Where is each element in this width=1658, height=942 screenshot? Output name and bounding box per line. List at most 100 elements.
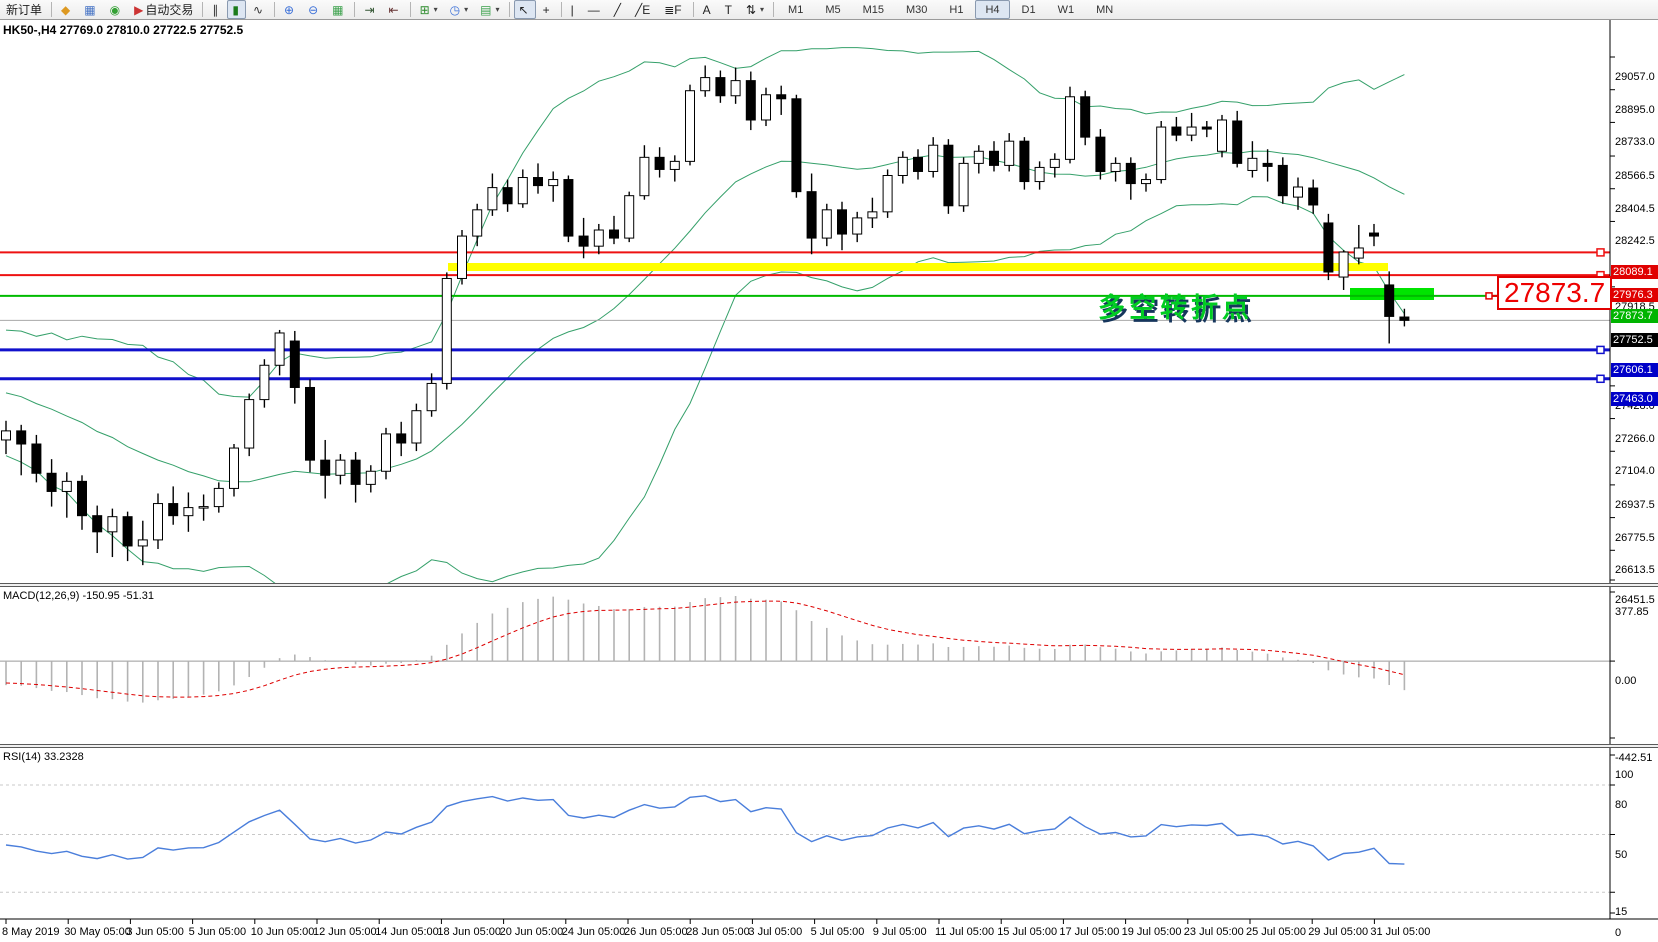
bullish-candle	[639, 156, 650, 197]
price-badge-27752.5[interactable]: 27752.5	[1611, 333, 1658, 348]
toolbar-separator	[51, 2, 53, 17]
horizontal-line-icon: ―	[587, 2, 600, 17]
indicators-button[interactable]: ⊞ ▾	[415, 0, 443, 19]
timeframe-m15[interactable]: M15	[853, 0, 894, 19]
bullish-candle	[61, 480, 72, 492]
price-badge-28089.1[interactable]: 28089.1	[1611, 265, 1658, 280]
timeframe-h4[interactable]: H4	[975, 0, 1010, 19]
time-label[interactable]: 3 Jun 05:00	[126, 926, 184, 938]
time-label[interactable]: 14 Jun 05:00	[375, 926, 439, 938]
timeframe-w1[interactable]: W1	[1048, 0, 1085, 19]
dropdown-arrow-icon[interactable]: ▾	[464, 5, 469, 14]
pivot-price-callout[interactable]: 27873.7	[1497, 276, 1613, 310]
time-label[interactable]: 8 May 2019	[2, 926, 60, 938]
bullish-candle	[973, 150, 984, 164]
fibonacci-button[interactable]: ≣F	[659, 0, 688, 19]
arrows-button[interactable]: ⇅ ▾	[741, 0, 769, 19]
candles-layer	[1, 65, 1410, 566]
dropdown-arrow-icon[interactable]: ▾	[495, 5, 500, 14]
vertical-line-icon: |	[570, 2, 574, 17]
time-label[interactable]: 10 Jun 05:00	[250, 926, 315, 938]
time-label[interactable]: 3 Jul 05:00	[748, 926, 803, 938]
templates-button[interactable]: ▤ ▾	[475, 0, 504, 19]
timeframe-h1[interactable]: H1	[939, 0, 973, 19]
timeframe-m1[interactable]: M1	[778, 0, 813, 19]
time-label[interactable]: 29 Jul 05:00	[1308, 926, 1369, 938]
time-label[interactable]: 26 Jun 05:00	[624, 926, 688, 938]
rsi-panel-splitter[interactable]	[0, 744, 1658, 748]
auto-trading-button[interactable]: ▶ 自动交易	[129, 0, 198, 19]
periods-button[interactable]: ◷ ▾	[445, 0, 474, 19]
bearish-candle	[776, 94, 787, 100]
timeframe-w1-label: W1	[1057, 3, 1075, 16]
timeframe-m30-label: M30	[906, 3, 928, 16]
cursor-button[interactable]: ↖	[513, 0, 536, 19]
time-label[interactable]: 12 Jun 05:00	[313, 926, 377, 938]
new-order-button-label: 新订单	[6, 3, 43, 17]
timeframe-mn[interactable]: MN	[1086, 0, 1123, 19]
time-label[interactable]: 11 Jul 05:00	[935, 926, 995, 938]
price-badge-27873.7[interactable]: 27873.7	[1611, 308, 1658, 323]
time-label[interactable]: 5 Jun 05:00	[188, 926, 247, 938]
time-label[interactable]: 25 Jul 05:00	[1246, 926, 1306, 938]
candlestick-button[interactable]: ▮	[227, 0, 246, 19]
vertical-line-button[interactable]: |	[566, 0, 581, 19]
crosshair-button[interactable]: +	[538, 0, 557, 19]
equidistant-channel-button[interactable]: ╱E	[630, 0, 657, 19]
time-label[interactable]: 5 Jul 05:00	[810, 926, 865, 938]
time-label[interactable]: 23 Jul 05:00	[1183, 926, 1244, 938]
chart-shift-button[interactable]: ⇤	[384, 0, 406, 19]
time-label[interactable]: 24 Jun 05:00	[561, 926, 626, 938]
bearish-candle	[533, 177, 543, 187]
dropdown-arrow-icon[interactable]: ▾	[433, 5, 438, 14]
time-label[interactable]: 31 Jul 05:00	[1370, 926, 1431, 938]
toolbar-separator	[773, 2, 775, 17]
timeframe-m5[interactable]: M5	[815, 0, 850, 19]
timeframe-d1[interactable]: D1	[1012, 0, 1046, 19]
bullish-candle	[685, 90, 695, 162]
time-label[interactable]: 18 Jun 05:00	[437, 926, 502, 938]
timeframe-m30[interactable]: M30	[896, 0, 937, 19]
chart-window-button[interactable]: ▦	[79, 0, 102, 19]
time-label[interactable]: 17 Jul 05:00	[1059, 926, 1120, 938]
bar-chart-button[interactable]: ∥	[207, 0, 225, 19]
horizontal-line-button[interactable]: ―	[583, 0, 607, 19]
price-badge-27606.1[interactable]: 27606.1	[1611, 362, 1658, 377]
time-label[interactable]: 30 May 05:00	[64, 926, 131, 938]
text-button[interactable]: A	[698, 0, 718, 19]
orange-box-button[interactable]: ◆	[56, 0, 77, 19]
bearish-candle	[289, 340, 300, 388]
bullish-candle	[928, 144, 939, 172]
zoom-out-button[interactable]: ⊖	[303, 0, 325, 19]
price-badge-27463.0[interactable]: 27463.0	[1611, 391, 1658, 406]
zoom-in-button[interactable]: ⊕	[279, 0, 301, 19]
chart-region[interactable]: HK50-,H4 27769.0 27810.0 27722.5 27752.5…	[0, 20, 1658, 942]
macd-panel-splitter[interactable]	[0, 583, 1658, 587]
periods-icon: ◷	[449, 2, 461, 17]
dropdown-arrow-icon[interactable]: ▾	[760, 5, 765, 14]
line-chart-button[interactable]: ∿	[248, 0, 270, 19]
auto-scroll-button[interactable]: ⇥	[359, 0, 381, 19]
tile-windows-button[interactable]: ▦	[327, 0, 350, 19]
signal-icon: ◉	[109, 2, 121, 17]
time-label[interactable]: 15 Jul 05:00	[997, 926, 1058, 938]
line-handle-marker	[1596, 248, 1605, 257]
bullish-candle	[1156, 126, 1167, 181]
time-label[interactable]: 9 Jul 05:00	[872, 926, 927, 938]
toolbar-separator	[409, 2, 411, 17]
new-order-button[interactable]: 新订单	[1, 0, 47, 19]
time-label[interactable]: 19 Jul 05:00	[1121, 926, 1182, 938]
price-badge-27976.3[interactable]: 27976.3	[1611, 288, 1658, 303]
bearish-candle	[715, 77, 726, 97]
time-label[interactable]: 28 Jun 05:00	[686, 926, 750, 938]
bearish-candle	[943, 144, 954, 207]
text-label-button[interactable]: T	[720, 0, 739, 19]
bearish-candle	[305, 386, 315, 461]
trendline-button[interactable]: ╱	[609, 0, 628, 19]
line-handle-marker	[1596, 374, 1605, 384]
signal-button[interactable]: ◉	[105, 0, 127, 19]
bearish-candle	[46, 472, 57, 492]
time-label[interactable]: 20 Jun 05:00	[499, 926, 564, 938]
callout-anchor-marker	[1485, 292, 1493, 300]
yellow-resistance-zone[interactable]	[448, 263, 1388, 271]
